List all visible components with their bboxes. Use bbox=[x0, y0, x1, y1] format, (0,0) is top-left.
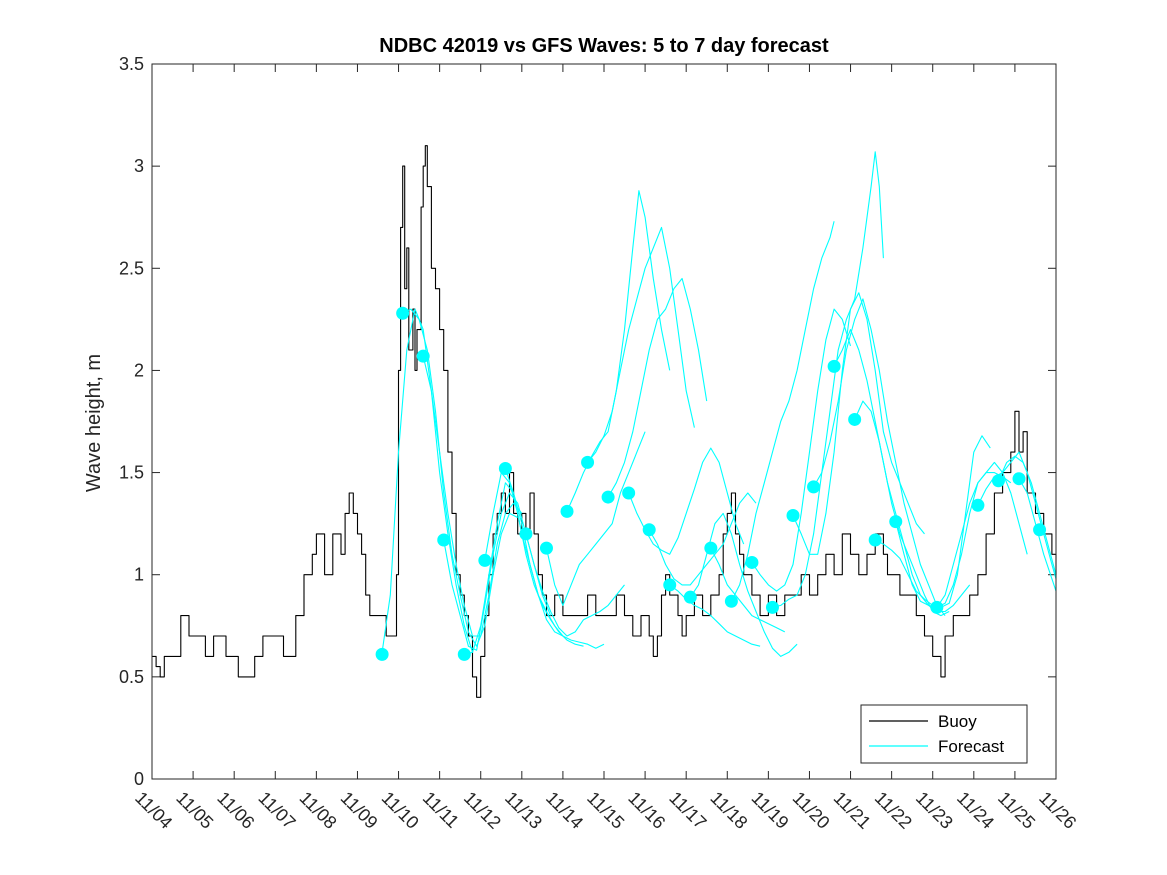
forecast-marker bbox=[519, 527, 533, 541]
forecast-marker bbox=[765, 600, 779, 614]
forecast-series-line-20 bbox=[772, 151, 884, 608]
forecast-marker bbox=[971, 498, 985, 512]
forecast-series-line-19 bbox=[751, 308, 852, 592]
forecast-series-line-30 bbox=[1018, 478, 1057, 592]
forecast-series-line-24 bbox=[854, 400, 971, 613]
y-tick-label: 3.5 bbox=[119, 54, 144, 74]
forecast-marker bbox=[889, 515, 903, 529]
forecast-marker bbox=[437, 533, 451, 547]
plot-area bbox=[152, 64, 1056, 779]
y-tick-label: 1 bbox=[134, 565, 144, 585]
forecast-marker bbox=[745, 555, 759, 569]
forecast-series-line-22 bbox=[813, 298, 946, 616]
y-tick-label: 0 bbox=[134, 769, 144, 789]
forecast-marker bbox=[663, 578, 677, 592]
forecast-marker bbox=[991, 474, 1005, 488]
plot-frame bbox=[151, 63, 1057, 780]
forecast-marker bbox=[786, 508, 800, 522]
y-tick-label: 3 bbox=[134, 156, 144, 176]
chart-title: NDBC 42019 vs GFS Waves: 5 to 7 day fore… bbox=[379, 35, 829, 57]
forecast-series-line-28 bbox=[977, 451, 1057, 579]
forecast-marker bbox=[827, 359, 841, 373]
data-layer bbox=[152, 145, 1057, 698]
legend-forecast-label: Forecast bbox=[938, 737, 1004, 756]
forecast-series-line-27 bbox=[936, 461, 1028, 608]
forecast-marker bbox=[1012, 472, 1026, 486]
y-tick-label: 2.5 bbox=[119, 258, 144, 278]
forecast-series-line-11 bbox=[587, 226, 695, 463]
forecast-marker bbox=[498, 461, 512, 475]
forecast-series-line-29 bbox=[997, 455, 1057, 575]
forecast-marker bbox=[683, 590, 697, 604]
forecast-marker bbox=[930, 600, 944, 614]
forecast-marker bbox=[478, 553, 492, 567]
forecast-marker bbox=[724, 594, 738, 608]
forecast-marker bbox=[375, 647, 389, 661]
forecast-marker bbox=[539, 541, 553, 555]
forecast-series-line-21 bbox=[792, 292, 925, 555]
y-tick-label: 0.5 bbox=[119, 667, 144, 687]
forecast-marker bbox=[457, 647, 471, 661]
forecast-marker bbox=[848, 412, 862, 426]
forecast-marker bbox=[622, 486, 636, 500]
forecast-marker bbox=[396, 306, 410, 320]
forecast-series-line-10 bbox=[566, 190, 671, 512]
forecast-series-line-18 bbox=[730, 221, 835, 602]
forecast-series-line-12 bbox=[607, 277, 708, 498]
forecast-marker bbox=[642, 523, 656, 537]
legend-box bbox=[860, 704, 1028, 764]
legend: Buoy Forecast bbox=[860, 704, 1028, 764]
forecast-marker bbox=[416, 349, 430, 363]
legend-buoy-label: Buoy bbox=[938, 712, 977, 731]
forecast-series-line-9 bbox=[545, 431, 646, 606]
forecast-series-line-26 bbox=[895, 472, 1012, 608]
forecast-marker bbox=[868, 533, 882, 547]
y-axis-label: Wave height, m bbox=[83, 354, 105, 492]
forecast-marker bbox=[581, 455, 595, 469]
forecast-marker bbox=[807, 480, 821, 494]
forecast-marker bbox=[560, 504, 574, 518]
forecast-marker bbox=[601, 490, 615, 504]
forecast-series-line-8 bbox=[525, 533, 625, 637]
forecast-series-line-17 bbox=[710, 547, 786, 633]
buoy-series-line bbox=[152, 145, 1057, 698]
forecast-series-line-3 bbox=[422, 355, 523, 637]
y-tick-label: 1.5 bbox=[119, 463, 144, 483]
forecast-marker bbox=[704, 541, 718, 555]
forecast-marker bbox=[1033, 523, 1047, 537]
forecast-series-line-2 bbox=[402, 308, 518, 647]
y-tick-label: 2 bbox=[134, 360, 144, 380]
